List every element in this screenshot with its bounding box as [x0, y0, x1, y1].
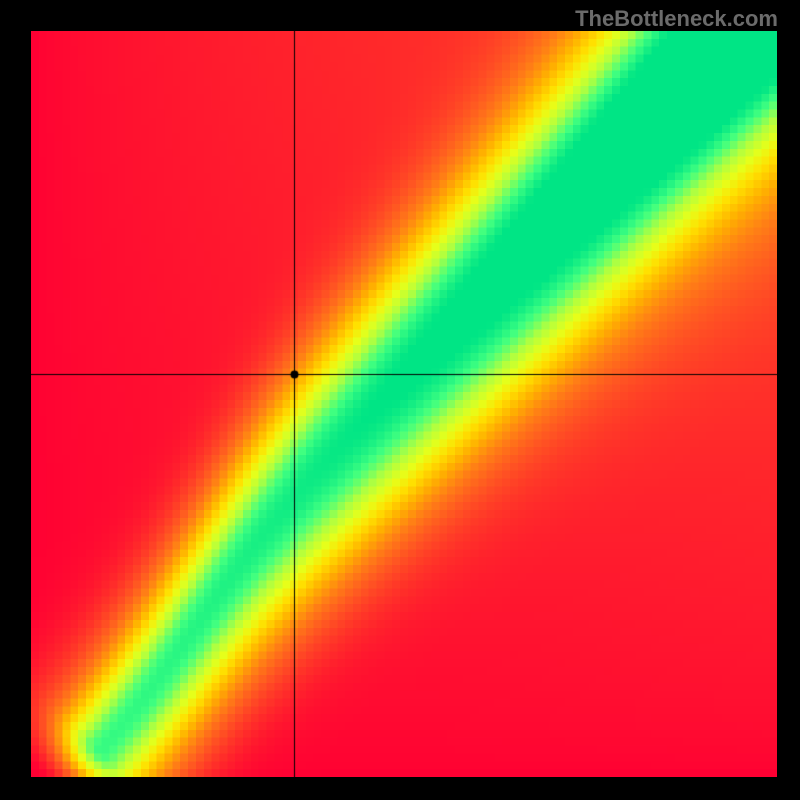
watermark-text: TheBottleneck.com	[575, 6, 778, 32]
bottleneck-heatmap	[31, 31, 777, 777]
chart-container: { "watermark": { "text": "TheBottleneck.…	[0, 0, 800, 800]
